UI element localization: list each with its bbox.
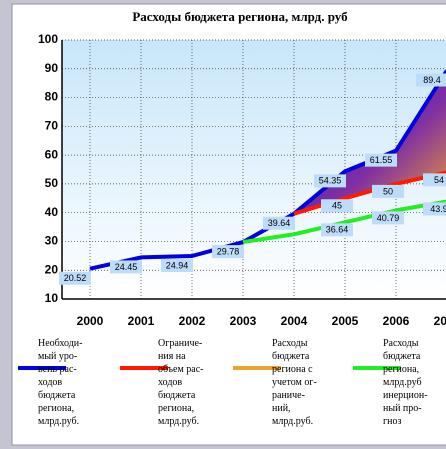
x-tick-label: 2002 <box>179 314 206 328</box>
legend-line: бюджета <box>383 351 421 362</box>
y-tick-label: 70 <box>45 119 59 133</box>
data-label: 36.64 <box>321 223 353 237</box>
x-tick-label: 2006 <box>383 314 410 328</box>
range-area <box>294 72 446 214</box>
label-box <box>423 202 446 216</box>
label-box <box>365 153 397 167</box>
data-label: 43.9 <box>423 202 446 216</box>
label-text: 40.79 <box>377 213 400 223</box>
legend-line: ний, <box>272 403 291 414</box>
x-tick-label: 2001 <box>128 314 155 328</box>
legend-line: Расходы <box>383 338 419 349</box>
label-text: 89.4 <box>423 75 441 85</box>
label-text: 45 <box>332 201 342 211</box>
label-box <box>212 245 244 259</box>
x-tick-label: 2007 <box>434 314 446 328</box>
y-tick-label: 80 <box>45 90 59 104</box>
y-tick-label: 90 <box>45 61 59 75</box>
label-box <box>314 174 346 188</box>
label-box <box>372 184 404 198</box>
legend-line: бюджета <box>272 351 310 362</box>
label-text: 20.52 <box>64 273 87 283</box>
legend-line: Необходи- <box>38 338 82 349</box>
x-tick-label: 2000 <box>77 314 104 328</box>
label-text: 24.94 <box>166 260 189 270</box>
legend-line: мый уро- <box>38 351 77 362</box>
label-box <box>372 211 404 225</box>
x-tick-label: 2005 <box>332 314 359 328</box>
legend-line: Ограниче- <box>158 338 202 349</box>
legend-line: млрд.руб <box>383 377 422 388</box>
data-label: 89.4 <box>416 73 446 87</box>
data-label: 24.94 <box>161 259 193 273</box>
y-tick-label: 100 <box>38 32 58 46</box>
legend-line: ный про- <box>383 403 422 414</box>
label-text: 54.35 <box>319 176 342 186</box>
data-label: 54.35 <box>314 174 346 188</box>
label-text: 39.64 <box>268 218 291 228</box>
legend-line: инерцион- <box>383 390 428 401</box>
data-label: 50 <box>372 184 404 198</box>
label-box <box>263 216 295 230</box>
legend-line: раниче- <box>272 390 305 401</box>
label-box <box>321 199 353 213</box>
legend-label: Расходы бюджета региона, млрд.руб инерцион-н… <box>383 338 428 427</box>
legend-line: млрд.руб. <box>38 416 79 427</box>
label-text: 24.45 <box>115 262 138 272</box>
label-box <box>161 259 193 273</box>
label-box <box>59 271 91 285</box>
data-label: 29.78 <box>212 245 244 259</box>
legend-line: ния на <box>158 351 186 362</box>
legend-line: вень рас- <box>38 364 77 375</box>
legend-label: Расходы бюджета региона с учетом ог-раниче-… <box>272 338 317 427</box>
series-line <box>242 199 446 245</box>
legend-line: учетом ог- <box>272 377 317 388</box>
legend-line: бюджета <box>158 390 196 401</box>
legend-line: региона, <box>383 364 419 375</box>
legend-line: млрд.руб. <box>272 416 313 427</box>
label-text: 29.78 <box>217 246 240 256</box>
legend-line: гноз <box>383 416 401 427</box>
legend-line: региона с <box>272 364 313 375</box>
label-text: 61.55 <box>370 155 393 165</box>
data-label: 45 <box>321 199 353 213</box>
data-label: 61.55 <box>365 153 397 167</box>
x-tick-label: 2004 <box>281 314 308 328</box>
data-label: 39.64 <box>263 216 295 230</box>
legend-label: Ограниче-ния на объем рас-ходов бюджета рег… <box>158 338 203 427</box>
label-box <box>321 223 353 237</box>
series-line <box>293 170 446 216</box>
legend-line: ходов <box>158 377 182 388</box>
y-tick-label: 60 <box>45 147 59 161</box>
data-label: 20.52 <box>59 271 91 285</box>
legend-line: бюджета <box>38 390 76 401</box>
legend-line: млрд.руб. <box>158 416 199 427</box>
legend-line: объем рас- <box>158 364 203 375</box>
label-text: 36.64 <box>326 225 349 235</box>
y-tick-label: 10 <box>45 291 59 305</box>
legend-line: ходов <box>38 377 62 388</box>
y-tick-label: 20 <box>45 262 59 276</box>
x-tick-label: 2003 <box>230 314 257 328</box>
y-tick-label: 30 <box>45 234 59 248</box>
legend-line: региона, <box>158 403 194 414</box>
label-box <box>423 173 446 187</box>
label-text: 43.9 <box>430 204 446 214</box>
label-box <box>110 260 142 274</box>
legend-label: Необходи-мый уро-вень рас-ходов бюджета ре… <box>38 338 82 427</box>
data-label: 24.45 <box>110 260 142 274</box>
data-label: 40.79 <box>372 211 404 225</box>
data-label: 54 <box>423 173 446 187</box>
y-tick-label: 50 <box>45 176 59 190</box>
label-text: 54 <box>434 175 444 185</box>
y-tick-label: 40 <box>45 205 59 219</box>
label-box <box>416 73 446 87</box>
legend-line: региона, <box>38 403 74 414</box>
legend-line: Расходы <box>272 338 308 349</box>
chart-title: Расходы бюджета региона, млрд. руб <box>132 9 348 24</box>
label-text: 50 <box>383 186 393 196</box>
